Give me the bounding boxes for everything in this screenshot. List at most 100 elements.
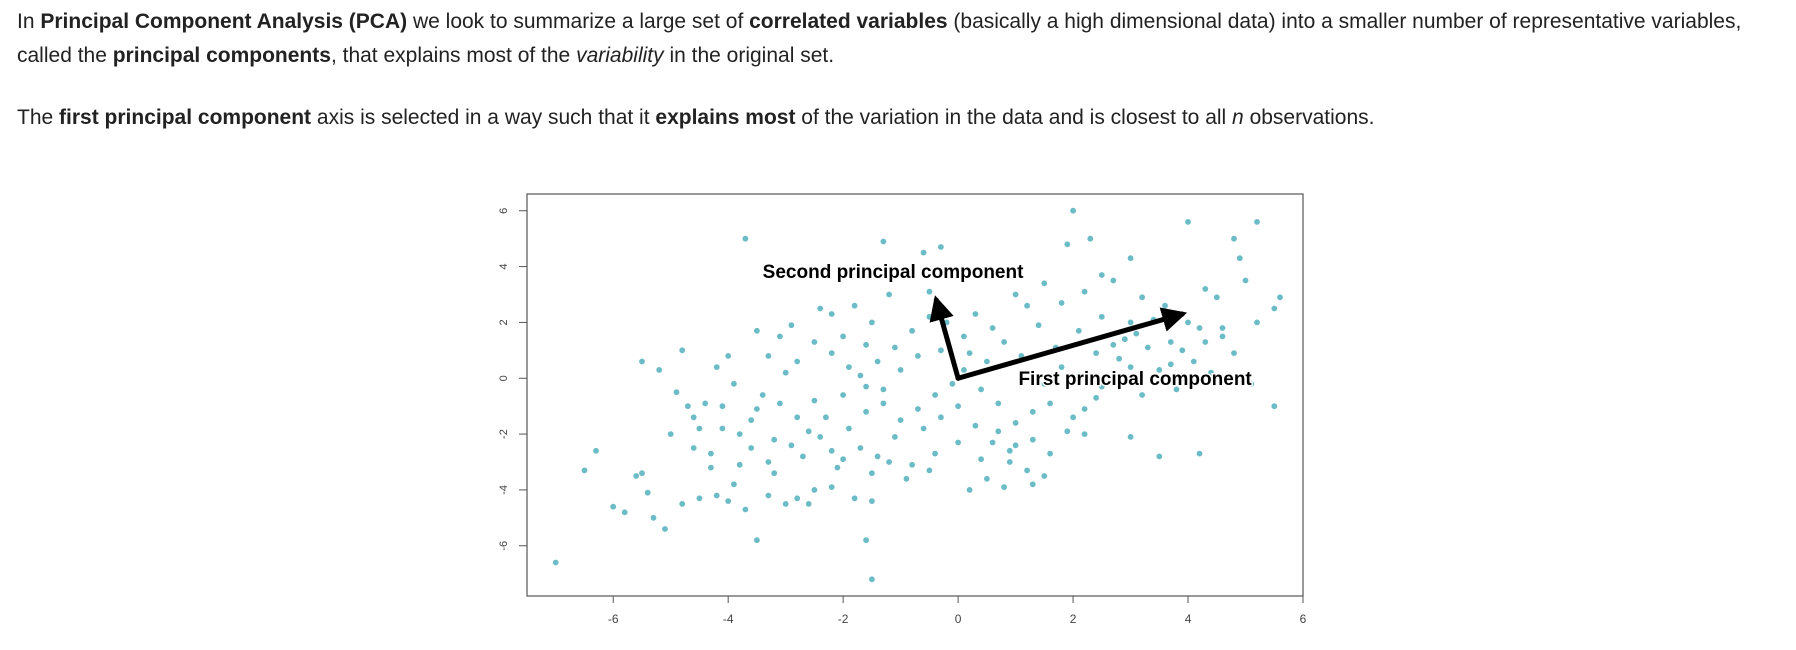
data-point (1110, 341, 1117, 348)
text-run: observations. (1243, 106, 1375, 129)
data-point (1093, 394, 1099, 401)
data-point (1271, 305, 1278, 312)
data-point (1047, 400, 1053, 407)
data-point (742, 506, 749, 513)
data-point (938, 414, 944, 421)
data-point (1127, 319, 1134, 326)
data-point (851, 495, 858, 502)
term-first-principal-component: first principal component (59, 106, 312, 129)
data-point (961, 367, 967, 373)
data-point (777, 400, 783, 407)
data-point (713, 364, 720, 370)
x-tick-label: -4 (723, 612, 734, 626)
data-point (1098, 383, 1105, 390)
data-point (984, 475, 990, 482)
data-point (972, 422, 979, 429)
data-point (1116, 355, 1122, 362)
data-point (754, 406, 760, 412)
data-point (679, 501, 686, 507)
x-tick-label: 6 (1300, 612, 1307, 626)
data-point (955, 403, 961, 410)
text-run: in the original set. (663, 44, 835, 67)
x-tick-label: -6 (608, 612, 619, 626)
data-point (1231, 235, 1237, 242)
data-point (949, 380, 956, 387)
data-point (1139, 294, 1145, 301)
data-point (811, 487, 818, 493)
data-point (955, 439, 961, 446)
data-point (874, 453, 881, 460)
data-point (909, 461, 915, 468)
data-point (1029, 481, 1036, 488)
data-point (920, 249, 927, 256)
data-point (1047, 450, 1053, 457)
data-point (1156, 453, 1163, 460)
data-point (909, 327, 915, 334)
data-point (765, 492, 772, 499)
text-run: The (17, 106, 60, 129)
data-point (1110, 277, 1117, 284)
data-point (719, 403, 726, 410)
data-point (1087, 235, 1094, 242)
data-point (673, 389, 680, 396)
pc-annotation-label: Second principal component (763, 262, 1024, 283)
data-point (972, 311, 979, 317)
data-point (1202, 339, 1209, 345)
data-point (742, 235, 749, 242)
data-point (765, 459, 772, 465)
data-point (863, 383, 869, 390)
data-point (1081, 406, 1088, 412)
data-point (869, 576, 875, 583)
data-point (1098, 313, 1105, 320)
data-point (690, 414, 697, 421)
data-point (794, 414, 801, 421)
data-point (1162, 302, 1168, 309)
x-axis: -6 -4 -2 0 2 4 6 (608, 596, 1307, 626)
y-tick-label: -6 (498, 541, 510, 551)
data-point (731, 380, 737, 387)
term-variability: variability (576, 44, 664, 67)
data-point (1029, 436, 1036, 443)
data-point (725, 353, 732, 359)
data-point (708, 450, 714, 457)
y-tick-label: 6 (498, 208, 510, 214)
data-point (1064, 241, 1071, 248)
data-point (805, 428, 812, 435)
data-point (696, 495, 703, 502)
data-point (765, 353, 772, 359)
data-point (880, 238, 887, 245)
data-point (863, 537, 869, 544)
data-point (1064, 428, 1071, 435)
data-point (886, 459, 892, 465)
text-run: , that explains most of the (330, 44, 577, 67)
data-point (915, 353, 921, 359)
data-point (788, 322, 795, 329)
data-point (713, 492, 720, 499)
data-point (857, 445, 864, 451)
data-point (1185, 319, 1191, 326)
data-point (811, 397, 818, 404)
data-point (1219, 325, 1226, 331)
first-pc-paragraph: The first principal component axis is se… (17, 101, 1757, 135)
data-point (644, 489, 651, 496)
data-point (926, 467, 933, 474)
data-point (754, 327, 760, 334)
data-point (782, 369, 789, 376)
x-tick-label: 2 (1070, 612, 1077, 626)
data-point (639, 470, 645, 477)
data-point (938, 244, 944, 250)
data-point (978, 386, 984, 393)
data-point (1231, 350, 1237, 356)
data-point (920, 425, 927, 432)
term-correlated-variables: correlated variables (749, 10, 948, 33)
data-point (874, 358, 881, 365)
data-point (1242, 277, 1249, 284)
data-point (759, 392, 766, 398)
data-point (1012, 291, 1019, 298)
data-point (840, 392, 846, 398)
data-point (702, 400, 709, 407)
y-tick-label: -2 (498, 429, 510, 439)
data-point (794, 495, 801, 502)
data-point (1070, 207, 1076, 214)
data-point (1271, 403, 1278, 410)
